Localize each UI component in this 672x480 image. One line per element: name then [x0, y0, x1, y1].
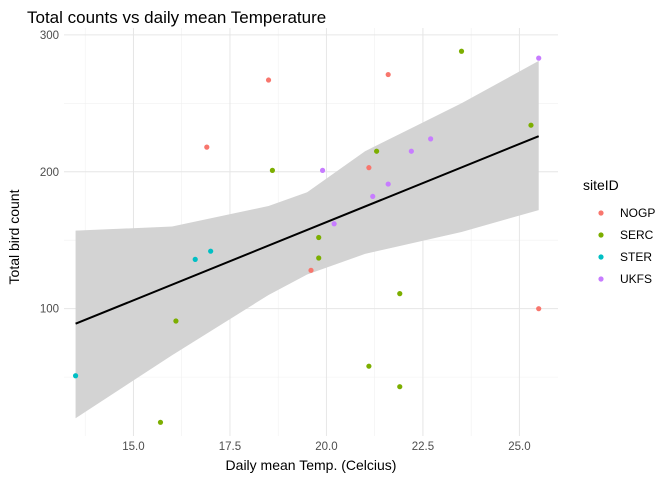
- point-serc: [269, 167, 276, 173]
- legend-key-ukfs: [598, 276, 604, 282]
- point-serc: [173, 318, 179, 324]
- point-serc: [528, 122, 534, 128]
- legend-key-nogp: [598, 210, 604, 216]
- legend-label-nogp: NOGP: [620, 206, 655, 220]
- legend-label-serc: SERC: [620, 228, 654, 242]
- chart-title: Total counts vs daily mean Temperature: [27, 8, 326, 27]
- point-serc: [316, 234, 322, 241]
- point-ster: [208, 248, 214, 254]
- point-nogp: [536, 306, 542, 312]
- point-nogp: [366, 165, 372, 171]
- legend-key-ster: [598, 254, 604, 260]
- x-tick-label: 15.0: [122, 441, 144, 453]
- point-serc: [316, 255, 322, 261]
- point-ster: [72, 373, 79, 379]
- tick-labels: 15.0 17.5 20.0 22.5 25.0 100 200 300: [40, 30, 531, 453]
- point-ukfs: [428, 136, 434, 142]
- x-tick-label: 25.0: [508, 441, 530, 453]
- point-serc: [397, 291, 403, 297]
- point-serc: [157, 419, 164, 425]
- x-tick-label: 20.0: [315, 441, 337, 453]
- legend-label-ster: STER: [620, 250, 652, 264]
- point-ukfs: [331, 221, 337, 227]
- point-serc: [366, 363, 372, 369]
- point-ster: [192, 256, 198, 262]
- point-ukfs: [408, 148, 414, 154]
- confidence-band-layer: [75, 60, 539, 419]
- point-serc: [374, 148, 380, 154]
- trend-line-layer: [75, 135, 540, 325]
- y-tick-label: 100: [40, 304, 59, 316]
- x-axis-label: Daily mean Temp. (Celcius): [226, 457, 397, 473]
- y-axis-label: Total bird count: [6, 189, 22, 284]
- point-ukfs: [319, 167, 326, 173]
- point-ukfs: [385, 181, 391, 187]
- trend-line: [75, 135, 540, 325]
- confidence-band: [75, 60, 539, 419]
- point-serc: [458, 48, 465, 54]
- point-nogp: [204, 144, 210, 150]
- x-tick-label: 22.5: [412, 441, 434, 453]
- point-nogp: [308, 267, 314, 273]
- legend-label-ukfs: UKFS: [620, 272, 652, 286]
- y-tick-label: 200: [40, 167, 59, 179]
- y-tick-label: 300: [40, 30, 59, 42]
- legend-title: siteID: [583, 177, 619, 193]
- point-ukfs: [536, 55, 542, 61]
- x-tick-label: 17.5: [219, 441, 241, 453]
- point-nogp: [385, 71, 391, 78]
- point-nogp: [265, 77, 272, 83]
- point-serc: [397, 384, 403, 390]
- point-ukfs: [370, 193, 376, 200]
- legend: siteID NOGP SERC STER UKFS: [583, 177, 655, 286]
- legend-key-serc: [598, 232, 604, 238]
- points-layer: [72, 48, 542, 425]
